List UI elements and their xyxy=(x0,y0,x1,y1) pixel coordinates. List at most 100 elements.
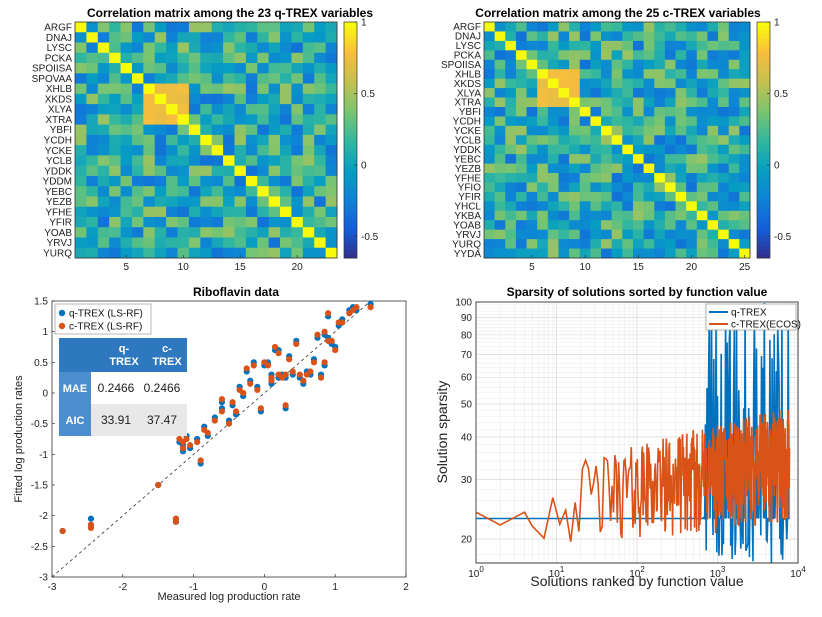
heatmap-cell xyxy=(302,124,315,136)
heatmap-cell xyxy=(675,116,687,127)
row-label: XKDS xyxy=(454,79,482,90)
heatmap-cell xyxy=(188,114,201,126)
heatmap-cell xyxy=(696,210,708,221)
heatmap-cell xyxy=(707,154,719,164)
heatmap-cell xyxy=(739,239,751,249)
table-aic-q: 33.91 xyxy=(101,413,131,427)
heatmap-cell xyxy=(188,196,201,208)
heatmap-cell xyxy=(200,175,213,187)
heatmap-cell xyxy=(302,216,315,228)
heatmap-cell xyxy=(86,247,99,259)
heatmap-cell xyxy=(131,145,144,156)
heatmap-cell xyxy=(314,42,327,54)
row-label: PCKA xyxy=(454,51,482,62)
heatmap-cell xyxy=(718,201,730,212)
heatmap-cell xyxy=(643,116,655,127)
heatmap-cell xyxy=(211,186,224,197)
heatmap-cell xyxy=(280,196,292,208)
heatmap-cell xyxy=(120,32,133,43)
heatmap-cell xyxy=(558,182,570,193)
heatmap-cell xyxy=(601,69,613,80)
heatmap-cell xyxy=(75,104,87,115)
heatmap-cell xyxy=(234,63,247,74)
heatmap-cell xyxy=(632,182,644,193)
row-label: DNAJ xyxy=(46,33,72,44)
heatmap-cell xyxy=(120,247,133,259)
heatmap-cell xyxy=(590,239,602,249)
x-tick-label: 100 xyxy=(468,565,484,580)
heatmap-cell xyxy=(97,52,110,64)
heatmap-cell xyxy=(177,155,190,167)
heatmap-cell xyxy=(526,210,538,221)
row-label: YYDA xyxy=(454,249,482,260)
heatmap-cell xyxy=(611,191,623,202)
heatmap-cell xyxy=(314,22,327,33)
heatmap-cell xyxy=(537,106,549,117)
heatmap-cell xyxy=(245,175,258,187)
heatmap-cell xyxy=(728,182,740,193)
heatmap-cell xyxy=(280,165,292,177)
heatmap-cell xyxy=(245,52,258,64)
x-tick-label: 1 xyxy=(332,582,338,593)
c-trex-point xyxy=(59,527,66,535)
heatmap-cell xyxy=(696,144,708,155)
heatmap-cell xyxy=(664,88,676,98)
heatmap-cell xyxy=(675,31,687,42)
x-tick-label: 0 xyxy=(262,582,268,593)
heatmap-cell xyxy=(590,210,602,221)
heatmap-cell xyxy=(579,191,591,202)
heatmap-cell xyxy=(718,125,730,136)
heatmap-cell xyxy=(234,175,247,187)
heatmap-cell xyxy=(558,229,570,240)
heatmap-cell xyxy=(686,154,698,164)
heatmap-cell xyxy=(728,50,740,61)
heatmap-cell xyxy=(314,83,327,95)
heatmap-cell xyxy=(75,206,87,218)
heatmap-cell xyxy=(109,165,121,177)
heatmap-cell xyxy=(245,206,258,218)
heatmap-cell xyxy=(515,116,527,127)
heatmap-cell xyxy=(547,144,559,155)
heatmap-cell xyxy=(579,182,591,193)
heatmap-cell xyxy=(558,50,570,61)
heatmap-cell xyxy=(109,63,121,74)
c-trex-point xyxy=(240,389,247,397)
heatmap-cell xyxy=(526,201,538,212)
heatmap-cell xyxy=(302,134,315,146)
heatmap-cell xyxy=(675,69,687,80)
heatmap-cell xyxy=(314,73,327,84)
legend-sparsity-q-trex: q-TREX xyxy=(731,308,767,319)
heatmap-cell xyxy=(200,196,213,208)
heatmap-cell xyxy=(515,88,527,98)
heatmap-cell xyxy=(643,135,655,146)
heatmap-cell xyxy=(728,154,740,164)
heatmap-cell xyxy=(131,83,144,95)
heatmap-cell xyxy=(166,83,178,95)
sparsity-xlabel: Solutions ranked by function value xyxy=(530,573,743,589)
row-label: YCLB xyxy=(46,156,72,167)
heatmap-cell xyxy=(739,50,751,61)
heatmap-cell xyxy=(664,22,676,32)
heatmap-cell xyxy=(211,155,224,167)
heatmap-cell xyxy=(109,206,121,218)
heatmap-cell xyxy=(314,216,327,228)
heatmap-cell xyxy=(166,63,178,74)
heatmap-cell xyxy=(200,145,213,156)
heatmap-cell xyxy=(718,135,730,146)
heatmap-cell xyxy=(707,116,719,127)
heatmap-cell xyxy=(569,210,581,221)
heatmap-cell xyxy=(86,134,99,146)
row-label: ARGF xyxy=(453,22,481,33)
heatmap-cell xyxy=(558,22,570,32)
heatmap-cell xyxy=(200,32,213,43)
heatmap-cell xyxy=(505,229,517,240)
heatmap-cell xyxy=(505,220,517,231)
heatmap-cell xyxy=(718,97,730,108)
heatmap-cell xyxy=(632,88,644,98)
heatmap-cell xyxy=(291,32,304,43)
row-label: YEBC xyxy=(45,187,72,198)
heatmap-cell xyxy=(569,125,581,136)
heatmap-cell xyxy=(558,31,570,42)
heatmap-cell xyxy=(632,220,644,231)
heatmap-cell xyxy=(257,22,270,33)
